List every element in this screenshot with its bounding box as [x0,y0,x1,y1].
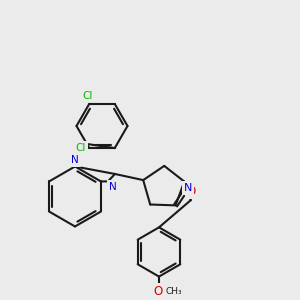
Text: O: O [154,285,163,298]
Text: N: N [109,182,116,192]
Text: Cl: Cl [82,91,93,100]
Text: N: N [184,183,192,193]
Text: N: N [71,155,79,166]
Text: O: O [187,185,196,198]
Text: Cl: Cl [76,143,86,153]
Text: CH₃: CH₃ [165,287,182,296]
